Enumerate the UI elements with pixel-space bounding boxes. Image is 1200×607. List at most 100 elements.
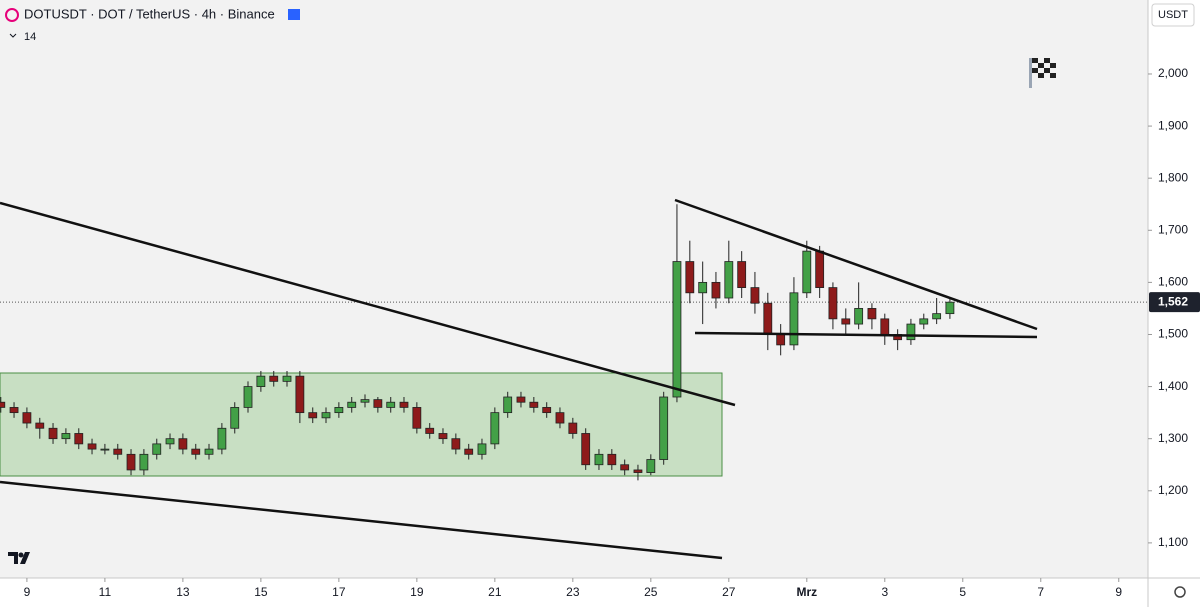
candle-body <box>477 443 487 455</box>
x-tick-label: 23 <box>566 585 580 599</box>
candle-body <box>880 318 890 335</box>
candle-body <box>282 375 292 382</box>
candle-body <box>360 399 370 403</box>
candle-body <box>945 301 955 315</box>
x-tick-label: 9 <box>1115 585 1122 599</box>
candle-body <box>854 308 864 325</box>
candle-body <box>737 261 747 288</box>
candle-body <box>932 313 942 320</box>
flag-pole <box>1029 58 1032 88</box>
indicator-value: 14 <box>24 31 36 43</box>
candle-body <box>451 438 461 450</box>
y-tick-label: 1,900 <box>1158 118 1188 132</box>
candle-body <box>646 459 656 473</box>
x-tick-label: 5 <box>959 585 966 599</box>
candles <box>0 204 955 481</box>
trend-line <box>674 198 1038 331</box>
candle-body <box>516 396 526 403</box>
x-tick-label: 25 <box>644 585 658 599</box>
last-price-box <box>1149 292 1200 313</box>
candle-body <box>815 250 825 288</box>
coin-icon <box>5 8 19 22</box>
candle-body <box>529 401 539 408</box>
candle-body <box>100 448 110 451</box>
flag-badge <box>288 9 300 20</box>
candle-body <box>48 427 58 440</box>
candle-body <box>74 433 84 445</box>
candle-body <box>308 412 318 419</box>
candle-body <box>412 407 422 429</box>
candle-body <box>373 399 383 408</box>
y-tick-label: 1,200 <box>1158 483 1188 497</box>
candle-body <box>126 453 136 471</box>
x-tick-label: 19 <box>410 585 424 599</box>
candle-body <box>204 448 214 455</box>
candle-body <box>633 469 643 473</box>
candle-body <box>334 407 344 414</box>
candle-body <box>841 318 851 325</box>
candle-body <box>698 281 708 294</box>
candle-body <box>152 443 162 455</box>
candle-body <box>620 464 630 471</box>
candle-body <box>542 407 552 414</box>
candle-body <box>0 401 6 408</box>
candle-body <box>438 433 448 440</box>
candle-body <box>35 422 45 429</box>
y-tick-label: 1,800 <box>1158 170 1188 184</box>
candle-body <box>503 396 513 414</box>
currency-button[interactable] <box>1151 3 1195 27</box>
candle-body <box>919 318 929 325</box>
candle-body <box>867 308 877 320</box>
candle-body <box>594 453 604 466</box>
candle-body <box>139 453 149 471</box>
x-tick-label: 27 <box>722 585 736 599</box>
y-tick-label: 1,400 <box>1158 379 1188 393</box>
candle-body <box>425 427 435 434</box>
candle-body <box>789 292 799 346</box>
trend-line <box>694 331 1038 339</box>
last-price-label: 1,562 <box>1158 294 1188 308</box>
x-tick-label: Mrz <box>796 585 817 599</box>
candle-body <box>490 412 500 445</box>
currency-label: USDT <box>1158 9 1188 21</box>
candle-body <box>87 443 97 450</box>
x-tick-label: 3 <box>881 585 888 599</box>
candle-body <box>295 375 305 414</box>
candle-body <box>399 401 409 408</box>
candle-body <box>763 302 773 335</box>
candle-body <box>464 448 474 455</box>
candle-body <box>750 287 760 304</box>
y-tick-label: 1,500 <box>1158 327 1188 341</box>
x-tick-label: 13 <box>176 585 190 599</box>
candle-body <box>347 401 357 408</box>
chart-title: DOTUSDT · DOT / TetherUS · 4h · Binance <box>24 6 275 21</box>
y-tick-label: 1,300 <box>1158 431 1188 445</box>
candle-body <box>828 287 838 320</box>
y-tick-label: 1,100 <box>1158 535 1188 549</box>
y-tick-label: 2,000 <box>1158 66 1188 80</box>
candle-body <box>217 427 227 450</box>
candle-body <box>724 261 734 299</box>
tv-logo <box>8 552 30 564</box>
collapse-chevron[interactable] <box>9 33 17 38</box>
trend-lines <box>0 198 1038 560</box>
candle-body <box>906 323 916 341</box>
candle-body <box>659 396 669 460</box>
candle-body <box>672 261 682 398</box>
settings-icon[interactable] <box>1174 586 1186 598</box>
candle-body <box>22 412 32 424</box>
x-tick-label: 15 <box>254 585 268 599</box>
flag-checks <box>1032 58 1056 78</box>
trend-line <box>0 201 736 407</box>
candle-body <box>230 407 240 429</box>
y-tick-label: 1,700 <box>1158 222 1188 236</box>
x-tick-label: 21 <box>488 585 502 599</box>
candle-body <box>165 438 175 445</box>
candle-body <box>321 412 331 419</box>
candle-body <box>9 407 19 414</box>
candle-body <box>386 401 396 408</box>
candle-body <box>711 281 721 299</box>
trend-line <box>0 480 723 560</box>
candle-body <box>61 433 71 440</box>
